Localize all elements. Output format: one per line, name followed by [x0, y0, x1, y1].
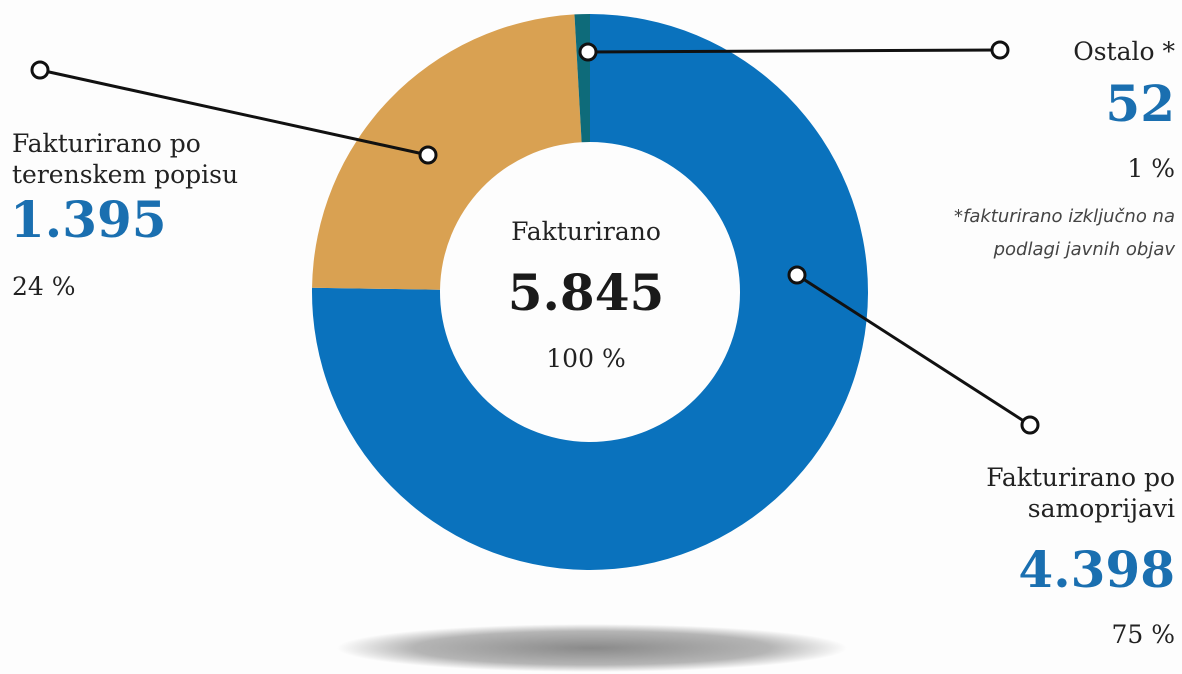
value-label: 4.398 [1018, 540, 1175, 599]
leader-line [39, 68, 429, 157]
center-title: Fakturirano [511, 217, 661, 246]
center-percent: 100 % [546, 344, 625, 373]
leader-dot [990, 40, 1010, 60]
leader-line [587, 48, 1001, 54]
percent-label: 1 % [1127, 154, 1175, 183]
slice [312, 14, 868, 570]
leader-dot [578, 42, 598, 62]
value-label: 52 [1105, 74, 1175, 133]
leader-dot [30, 60, 50, 80]
leader-dot [787, 265, 807, 285]
leader-line [796, 273, 1031, 427]
donut [312, 14, 868, 570]
center-value: 5.845 [508, 263, 665, 322]
value-label: 1.395 [10, 190, 167, 249]
slice [312, 14, 582, 290]
category-label: Fakturirano po terenskem popisu [12, 129, 239, 189]
leader-dot [1020, 415, 1040, 435]
category-label: Ostalo * [1073, 37, 1175, 66]
note: *fakturirano izključno na podlagi javnih… [954, 206, 1175, 260]
shadow [337, 624, 847, 672]
leaders [30, 40, 1040, 435]
leader-dot [418, 145, 438, 165]
percent-label: 24 % [12, 272, 76, 301]
percent-label: 75 % [1111, 620, 1175, 649]
category-label: Fakturirano po samoprijavi [986, 463, 1175, 523]
